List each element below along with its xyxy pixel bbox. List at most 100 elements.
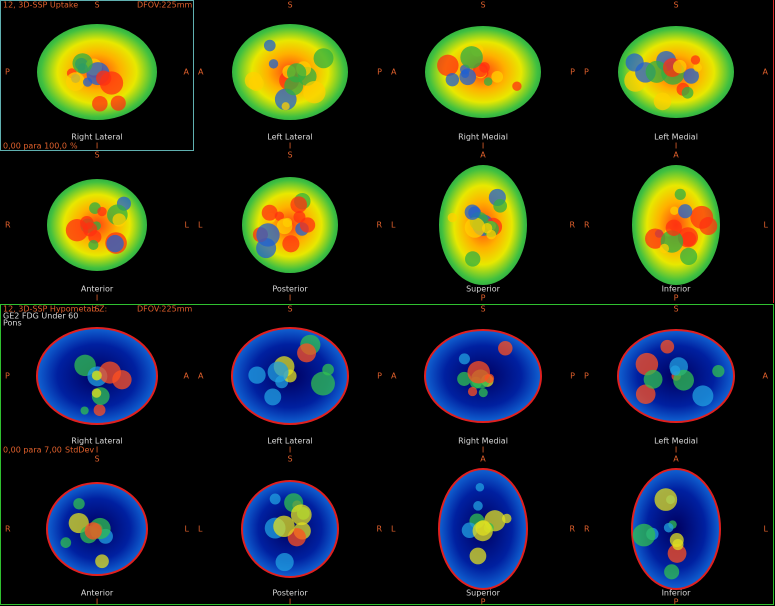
activity-spot xyxy=(437,54,459,77)
orientation-left: R xyxy=(584,525,590,534)
orientation-bottom: I xyxy=(289,598,291,606)
orientation-top: S xyxy=(287,455,292,464)
activity-spot xyxy=(672,538,684,551)
activity-spot xyxy=(97,206,107,217)
activity-spot xyxy=(464,204,481,220)
orientation-left: L xyxy=(391,525,396,534)
view-label: Superior xyxy=(466,589,501,598)
view-label: Left Lateral xyxy=(267,133,312,142)
orientation-top: S xyxy=(94,455,99,464)
view-label: Inferior xyxy=(662,589,692,598)
orientation-top: A xyxy=(480,151,486,160)
activity-spot xyxy=(473,501,483,511)
activity-spot xyxy=(664,564,680,580)
dfov: DFOV:225mm xyxy=(137,1,192,10)
orientation-bottom: I xyxy=(675,446,677,455)
activity-spot xyxy=(445,72,460,87)
orientation-bottom: I xyxy=(482,142,484,151)
activity-spot xyxy=(80,406,89,415)
activity-spot xyxy=(674,188,686,200)
scale-unit: StdDev xyxy=(65,446,94,455)
orientation-top: A xyxy=(480,455,486,464)
activity-spot xyxy=(680,247,698,265)
orientation-top: S xyxy=(94,305,99,314)
activity-spot xyxy=(248,366,266,384)
view-label: Right Medial xyxy=(458,437,508,446)
activity-spot xyxy=(683,68,699,84)
activity-spot xyxy=(643,369,663,389)
activity-spot xyxy=(501,513,512,524)
panel-note: Pons xyxy=(3,319,22,328)
orientation-right: P xyxy=(377,372,382,381)
orientation-right: L xyxy=(185,525,190,534)
orientation-right: L xyxy=(185,221,190,230)
orientation-right: P xyxy=(570,68,575,77)
orientation-bottom: P xyxy=(481,598,486,606)
activity-spot xyxy=(458,353,470,365)
activity-spot xyxy=(493,198,508,213)
activity-spot xyxy=(483,77,493,86)
activity-spot xyxy=(95,554,109,569)
activity-spot xyxy=(645,60,668,83)
activity-spot xyxy=(88,239,99,250)
orientation-right: L xyxy=(764,525,769,534)
view-label: Posterior xyxy=(272,589,308,598)
panel-frame xyxy=(0,304,774,605)
activity-spot xyxy=(486,229,497,240)
activity-spot xyxy=(693,63,702,72)
activity-spot xyxy=(469,547,487,565)
activity-spot xyxy=(80,216,94,230)
orientation-bottom: I xyxy=(289,142,291,151)
orientation-left: A xyxy=(198,68,204,77)
activity-spot xyxy=(282,235,300,253)
orientation-left: P xyxy=(584,372,589,381)
activity-spot xyxy=(98,361,122,384)
orientation-top: S xyxy=(673,305,678,314)
activity-spot xyxy=(297,343,317,363)
orientation-bottom: I xyxy=(96,446,98,455)
activity-spot xyxy=(244,71,263,90)
activity-spot xyxy=(82,77,93,87)
orientation-top: S xyxy=(287,305,292,314)
orientation-right: L xyxy=(764,221,769,230)
activity-spot xyxy=(467,360,490,384)
activity-spot xyxy=(645,228,666,249)
activity-spot xyxy=(447,212,458,223)
activity-spot xyxy=(665,219,682,236)
activity-spot xyxy=(112,213,126,227)
activity-spot xyxy=(635,352,659,376)
activity-spot xyxy=(690,55,701,65)
activity-spot xyxy=(96,70,112,86)
activity-spot xyxy=(299,217,316,233)
scale-range: 0,00 para 7,00 xyxy=(3,446,62,455)
activity-spot xyxy=(663,522,674,533)
activity-spot xyxy=(632,523,656,547)
activity-spot xyxy=(673,369,694,391)
orientation-left: P xyxy=(5,372,10,381)
view-label: Right Lateral xyxy=(71,437,122,446)
orientation-left: A xyxy=(391,372,397,381)
activity-spot xyxy=(282,217,293,228)
panel-title: 12, 3D-SSP Uptake xyxy=(3,1,78,10)
view-label: Left Medial xyxy=(654,133,698,142)
orientation-left: P xyxy=(584,68,589,77)
scale-unit: % xyxy=(70,142,78,151)
orientation-bottom: I xyxy=(675,142,677,151)
orientation-right: R xyxy=(569,525,575,534)
orientation-top: S xyxy=(94,1,99,10)
activity-spot xyxy=(91,370,102,381)
orientation-top: A xyxy=(673,151,679,160)
orientation-left: L xyxy=(391,221,396,230)
activity-spot xyxy=(106,234,124,253)
orientation-right: A xyxy=(763,68,769,77)
activity-spot xyxy=(91,388,102,398)
orientation-left: R xyxy=(5,221,11,230)
activity-spot xyxy=(653,92,672,111)
activity-spot xyxy=(311,371,335,396)
orientation-right: R xyxy=(569,221,575,230)
brain-map xyxy=(631,468,721,590)
orientation-left: A xyxy=(198,372,204,381)
activity-spot xyxy=(498,341,513,356)
content: 12, 3D-SSP Uptake DFOV:225mm 0,00 para 100… xyxy=(3,1,769,606)
activity-spot xyxy=(460,46,483,69)
